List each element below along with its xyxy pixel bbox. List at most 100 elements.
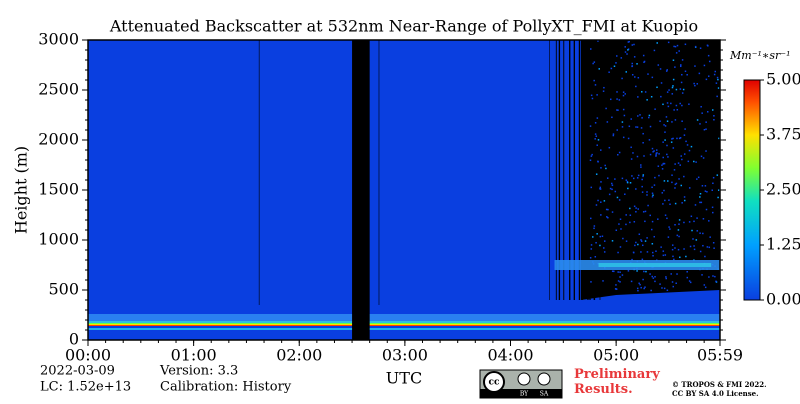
- noise-dot: [674, 187, 676, 189]
- license-badge: cc BY SA: [479, 369, 563, 399]
- noise-dot: [674, 119, 677, 121]
- noise-dot: [611, 270, 614, 272]
- noise-dot: [629, 221, 631, 224]
- noise-dot: [594, 133, 597, 135]
- y-tick-label: 3000: [38, 30, 79, 49]
- noise-dot: [618, 223, 620, 225]
- noise-dot: [688, 280, 691, 282]
- noise-dot: [666, 144, 668, 147]
- noise-dot: [684, 70, 687, 73]
- noise-dot: [674, 163, 676, 165]
- noise-dot: [671, 244, 674, 246]
- y-tick-label: 1500: [38, 180, 79, 199]
- noise-dot: [642, 244, 644, 247]
- noise-dot: [663, 189, 665, 192]
- noise-dot: [595, 241, 597, 244]
- noise-dot: [648, 139, 651, 141]
- noise-dot: [647, 73, 649, 75]
- noise-stripe: [569, 40, 571, 300]
- noise-dot: [603, 251, 606, 253]
- noise-dot: [635, 241, 637, 244]
- noise-dot: [676, 44, 679, 47]
- x-axis-label: UTC: [386, 369, 422, 388]
- noise-dot: [655, 149, 658, 151]
- noise-dot: [654, 275, 656, 278]
- noise-dot: [678, 223, 680, 225]
- noise-dot: [641, 185, 643, 188]
- noise-dot: [703, 128, 706, 131]
- noise-dot: [590, 248, 593, 250]
- noise-dot: [627, 187, 629, 190]
- noise-dot: [657, 165, 660, 167]
- noise-dot: [628, 125, 631, 128]
- noise-dot: [662, 254, 665, 257]
- noise-dot: [688, 221, 691, 223]
- noise-dot: [682, 88, 685, 91]
- noise-dot: [667, 41, 670, 44]
- noise-dot: [664, 199, 666, 202]
- noise-dot: [670, 273, 672, 275]
- noise-dot: [622, 94, 625, 97]
- noise-dot: [696, 83, 699, 85]
- y-tick-label: 1000: [38, 230, 79, 249]
- noise-stripe: [578, 40, 581, 300]
- noise-dot: [672, 59, 675, 61]
- noise-dot: [693, 160, 695, 163]
- calibration: Calibration: History: [160, 380, 292, 395]
- license-sa: SA: [540, 391, 549, 398]
- noise-dot: [666, 91, 669, 93]
- no-data-gap: [352, 40, 370, 340]
- noise-dot: [705, 121, 707, 123]
- noise-dot: [702, 157, 705, 159]
- noise-dot: [688, 187, 691, 189]
- noise-dot: [676, 273, 678, 275]
- noise-dot: [706, 191, 708, 193]
- y-axis-label: Height (m): [12, 146, 31, 234]
- noise-dot: [596, 94, 598, 96]
- noise-dot: [640, 286, 642, 289]
- noise-dot: [700, 201, 703, 204]
- noise-dot: [643, 287, 645, 290]
- noise-dot: [683, 175, 685, 178]
- noise-dot: [624, 51, 627, 53]
- noise-dot: [704, 185, 707, 187]
- noise-dot: [608, 193, 611, 196]
- noise-dot: [672, 147, 675, 149]
- noise-dot: [672, 255, 674, 258]
- noise-dot: [642, 211, 645, 213]
- noise-dot: [673, 169, 676, 171]
- noise-dot: [708, 246, 711, 249]
- noise-dot: [651, 220, 654, 223]
- noise-dot: [678, 235, 680, 238]
- noise-dot: [683, 196, 686, 198]
- noise-dot: [707, 54, 710, 57]
- noise-dot: [616, 55, 618, 57]
- noise-dot: [679, 102, 681, 105]
- noise-dot: [654, 108, 656, 110]
- noise-dot: [680, 64, 682, 66]
- noise-dot: [611, 182, 613, 185]
- noise-dot: [649, 273, 651, 275]
- noise-dot: [676, 234, 679, 237]
- colorbar-tick-label: 2.50: [766, 180, 800, 199]
- noise-dot: [592, 62, 594, 65]
- noise-dot: [640, 164, 642, 166]
- noise-dot: [671, 181, 673, 184]
- noise-dot: [594, 138, 596, 140]
- noise-dot: [603, 240, 606, 242]
- noise-dot: [625, 223, 627, 226]
- noise-dot: [603, 247, 605, 249]
- artifact-line: [258, 40, 260, 305]
- noise-dot: [617, 280, 620, 282]
- noise-dot: [665, 277, 667, 280]
- noise-dot: [617, 153, 619, 156]
- preliminary: Preliminary Results.: [574, 367, 660, 397]
- noise-dot: [694, 65, 696, 67]
- noise-dot: [598, 68, 601, 70]
- noise-dot: [698, 72, 701, 75]
- ground-layer: [88, 321, 720, 324]
- y-tick-label: 0: [69, 330, 79, 349]
- noise-dot: [602, 90, 605, 92]
- noise-dot: [599, 235, 602, 238]
- noise-dot: [632, 177, 635, 180]
